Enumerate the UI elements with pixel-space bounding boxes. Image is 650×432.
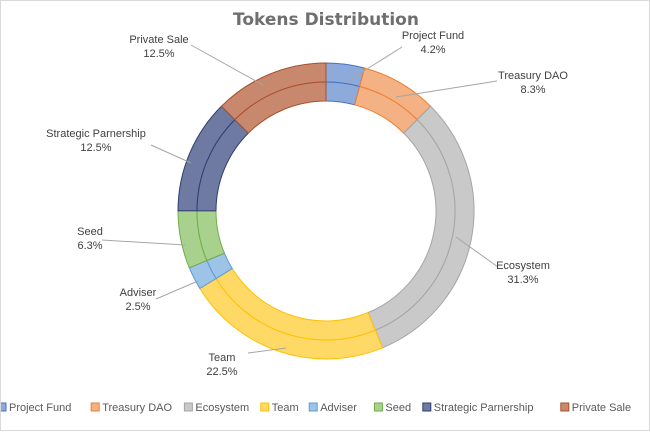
legend-swatch-ecosystem xyxy=(183,402,193,412)
legend-item-adviser: Adviser xyxy=(308,402,357,414)
legend-label-ecosystem: Ecosystem xyxy=(195,402,249,414)
data-label-adviser-name: Adviser xyxy=(120,287,157,299)
legend-label-strategic-parnership: Strategic Parnership xyxy=(434,402,534,414)
data-label-ecosystem-value: 31.3% xyxy=(507,274,538,286)
legend-label-treasury-dao: Treasury DAO xyxy=(102,402,172,414)
legend-item-seed: Seed xyxy=(373,402,411,414)
legend-item-project-fund: Project Fund xyxy=(1,402,71,414)
legend-label-adviser: Adviser xyxy=(320,402,357,414)
legend-swatch-seed xyxy=(373,402,383,412)
doughnut-rings xyxy=(177,62,475,360)
leader-lines xyxy=(101,44,499,354)
legend-swatch-adviser xyxy=(308,402,318,412)
legend-swatch-treasury-dao xyxy=(90,402,100,412)
data-label-team-value: 22.5% xyxy=(206,366,237,378)
leader-line-private-sale xyxy=(190,44,264,86)
data-label-adviser-value: 2.5% xyxy=(125,301,150,313)
data-label-strategic-parnership-value: 12.5% xyxy=(80,142,111,154)
leader-line-adviser xyxy=(155,280,199,300)
legend-label-project-fund: Project Fund xyxy=(9,402,71,414)
legend: Project Fund Treasury DAO Ecosystem Team Adv… xyxy=(1,402,631,414)
legend-label-seed: Seed xyxy=(385,402,411,414)
data-label-project-fund-value: 4.2% xyxy=(420,44,445,56)
data-label-strategic-parnership-name: Strategic Parnership xyxy=(46,128,146,140)
leader-line-strategic-parnership xyxy=(150,144,192,164)
legend-swatch-project-fund xyxy=(1,402,7,412)
data-label-treasury-dao-value: 8.3% xyxy=(520,84,545,96)
legend-label-private-sale: Private Sale xyxy=(572,402,631,414)
data-label-team-name: Team xyxy=(209,352,236,364)
legend-label-team: Team xyxy=(272,402,299,414)
data-label-private-sale-name: Private Sale xyxy=(129,34,188,46)
slice-project-fund-inner xyxy=(325,81,361,106)
leader-line-ecosystem xyxy=(455,236,499,268)
legend-swatch-team xyxy=(260,402,270,412)
leader-line-team xyxy=(247,347,287,354)
data-labels: Project Fund 4.2% Treasury DAO 8.3% Ecosyste… xyxy=(46,30,568,378)
data-label-project-fund-name: Project Fund xyxy=(402,30,464,42)
legend-item-treasury-dao: Treasury DAO xyxy=(90,402,173,414)
legend-swatch-private-sale xyxy=(560,402,570,412)
data-label-seed-name: Seed xyxy=(77,226,103,238)
data-label-private-sale-value: 12.5% xyxy=(143,48,174,60)
data-label-treasury-dao-name: Treasury DAO xyxy=(498,70,568,82)
legend-swatch-strategic-parnership xyxy=(422,402,432,412)
legend-item-ecosystem: Ecosystem xyxy=(183,402,249,414)
legend-item-strategic-parnership: Strategic Parnership xyxy=(422,402,534,414)
legend-item-private-sale: Private Sale xyxy=(560,402,631,414)
data-label-ecosystem-name: Ecosystem xyxy=(496,260,550,272)
leader-line-project-fund xyxy=(347,46,403,82)
leader-line-treasury-dao xyxy=(395,80,498,98)
legend-item-team: Team xyxy=(260,402,299,414)
leader-line-seed xyxy=(101,239,186,246)
data-label-seed-value: 6.3% xyxy=(77,240,102,252)
slice-private-sale-inner xyxy=(234,81,327,134)
chart-title: Tokens Distribution xyxy=(233,10,419,30)
